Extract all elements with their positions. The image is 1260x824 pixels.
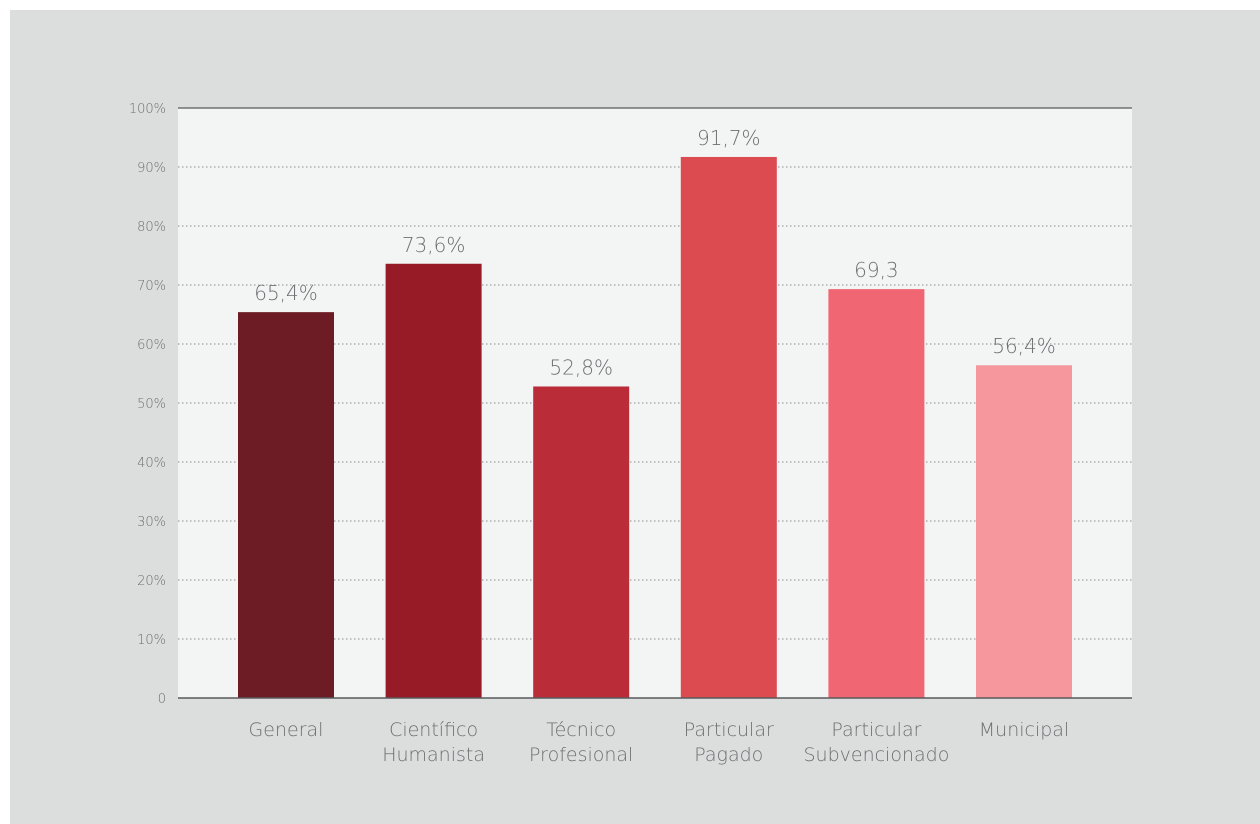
bar-6: [976, 365, 1072, 698]
y-tick-label: 100%: [129, 102, 166, 117]
bar-5: [828, 289, 925, 698]
x-tick-label: Pagado: [694, 744, 763, 766]
bar-1: [238, 312, 334, 698]
x-tick-label: General: [249, 719, 324, 741]
y-tick-label: 70%: [137, 279, 166, 294]
gridlines: [178, 107, 1132, 640]
data-labels: 65,4% 73,6% 52,8% 91,7% 69,3 56,4%: [254, 126, 1056, 380]
y-tick-label: 90%: [137, 161, 166, 176]
y-tick-label: 10%: [137, 633, 166, 648]
bars: [238, 156, 1072, 699]
y-tick-label: 80%: [137, 220, 166, 235]
data-label: 52,8%: [549, 355, 613, 379]
bar-2: [385, 263, 482, 698]
data-label: 69,3: [854, 258, 899, 282]
x-tick-label: Profesional: [529, 744, 633, 766]
x-tick-label: Particular: [831, 719, 921, 741]
y-tick-label: 20%: [137, 574, 166, 589]
y-axis: 0 10% 20% 30% 40% 50% 60% 70% 80% 90% 100%: [129, 102, 166, 707]
x-tick-label: Municipal: [979, 719, 1069, 741]
y-tick-label: 40%: [137, 456, 166, 471]
bar-4: [680, 156, 777, 699]
bar-3: [533, 386, 630, 698]
y-tick-label: 60%: [137, 338, 166, 353]
x-tick-label: Particular: [684, 719, 774, 741]
data-label: 56,4%: [992, 334, 1056, 358]
x-tick-label: Técnico: [546, 719, 616, 741]
x-tick-label: Subvencionado: [803, 744, 949, 766]
x-tick-label: Humanista: [382, 744, 485, 766]
x-axis: General Científico Humanista Técnico Profesi…: [178, 697, 1132, 766]
y-tick-label: 50%: [137, 397, 166, 412]
data-label: 91,7%: [697, 126, 761, 150]
y-tick-label: 30%: [137, 515, 166, 530]
data-label: 65,4%: [254, 281, 318, 305]
y-tick-label: 0: [158, 692, 166, 707]
x-tick-label: Científico: [389, 719, 478, 741]
data-label: 73,6%: [402, 233, 466, 257]
